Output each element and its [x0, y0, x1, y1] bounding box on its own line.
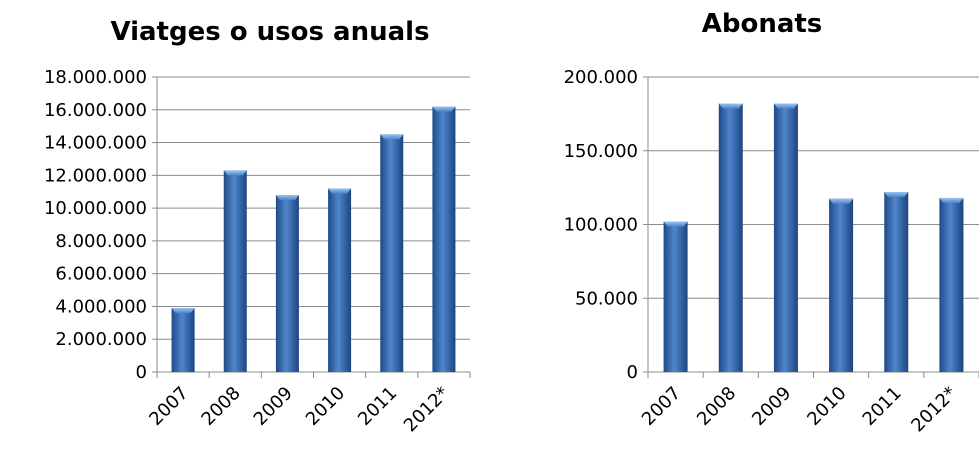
x-tick-label: 2008	[198, 383, 245, 430]
y-tick-label: 16.000.000	[44, 100, 147, 121]
bar-2007	[171, 308, 195, 372]
chart-viatges: Viatges o usos anuals 0 2.000.000 4.000.000…	[44, 17, 471, 437]
bar	[432, 106, 456, 372]
bar	[829, 198, 854, 372]
bar-cap	[171, 308, 195, 314]
bar	[275, 195, 299, 372]
bar-2008	[718, 103, 743, 373]
y-tick-label: 50.000	[575, 288, 638, 309]
chart-title: Abonats	[702, 9, 823, 39]
y-tick-label: 12.000.000	[44, 165, 147, 186]
bar-2009	[275, 195, 299, 372]
bar	[171, 308, 195, 372]
bar-2008	[223, 170, 247, 372]
bar	[380, 134, 404, 372]
bar	[663, 221, 688, 372]
y-tick-label: 0	[136, 362, 147, 383]
bar	[884, 192, 909, 372]
x-tick-label: 2011	[859, 383, 906, 430]
x-tick-label: 2009	[250, 383, 297, 430]
bar-cap	[663, 221, 688, 227]
bar-2009	[773, 103, 798, 373]
x-tick-label: 2012*	[400, 383, 454, 437]
x-tick-label: 2009	[748, 383, 795, 430]
chart-title: Viatges o usos anuals	[110, 17, 429, 47]
x-tick-label: 2011	[354, 383, 401, 430]
bar	[718, 103, 743, 373]
bar	[223, 170, 247, 372]
x-tick-label: 2012*	[907, 383, 961, 437]
bar-cap	[380, 134, 404, 140]
y-tick-label: 14.000.000	[44, 133, 147, 154]
bar-2011	[380, 134, 404, 372]
x-tick-label: 2007	[638, 383, 685, 430]
bar	[328, 188, 352, 372]
bar-cap	[223, 170, 247, 176]
x-tick-label: 2007	[145, 383, 192, 430]
x-tick-label: 2010	[302, 383, 349, 430]
bar-cap	[328, 188, 352, 194]
bar-cap	[275, 195, 299, 200]
bar-cap	[718, 103, 743, 109]
y-tick-label: 0	[627, 362, 638, 383]
bar-cap	[829, 198, 854, 204]
bar-2012*	[939, 197, 964, 372]
bar	[939, 197, 964, 372]
bar-2007	[663, 221, 688, 372]
y-tick-label: 200.000	[564, 67, 638, 88]
y-tick-label: 8.000.000	[55, 231, 147, 252]
y-tick-label: 10.000.000	[44, 198, 147, 219]
y-tick-label: 4.000.000	[55, 296, 147, 317]
bar-cap	[773, 103, 798, 109]
bar-2010	[829, 198, 854, 372]
bar-2012*	[432, 106, 456, 372]
bar-cap	[939, 197, 964, 203]
y-tick-label: 18.000.000	[44, 67, 147, 88]
bar-cap	[884, 192, 909, 198]
x-tick-label: 2008	[693, 383, 740, 430]
bar-2011	[884, 192, 909, 372]
y-tick-label: 150.000	[564, 141, 638, 162]
bar-2010	[328, 188, 352, 372]
y-tick-label: 6.000.000	[55, 264, 147, 285]
bar-cap	[432, 106, 456, 112]
bar	[773, 103, 798, 373]
x-tick-label: 2010	[803, 383, 850, 430]
y-tick-label: 2.000.000	[55, 329, 147, 350]
y-tick-label: 100.000	[564, 215, 638, 236]
